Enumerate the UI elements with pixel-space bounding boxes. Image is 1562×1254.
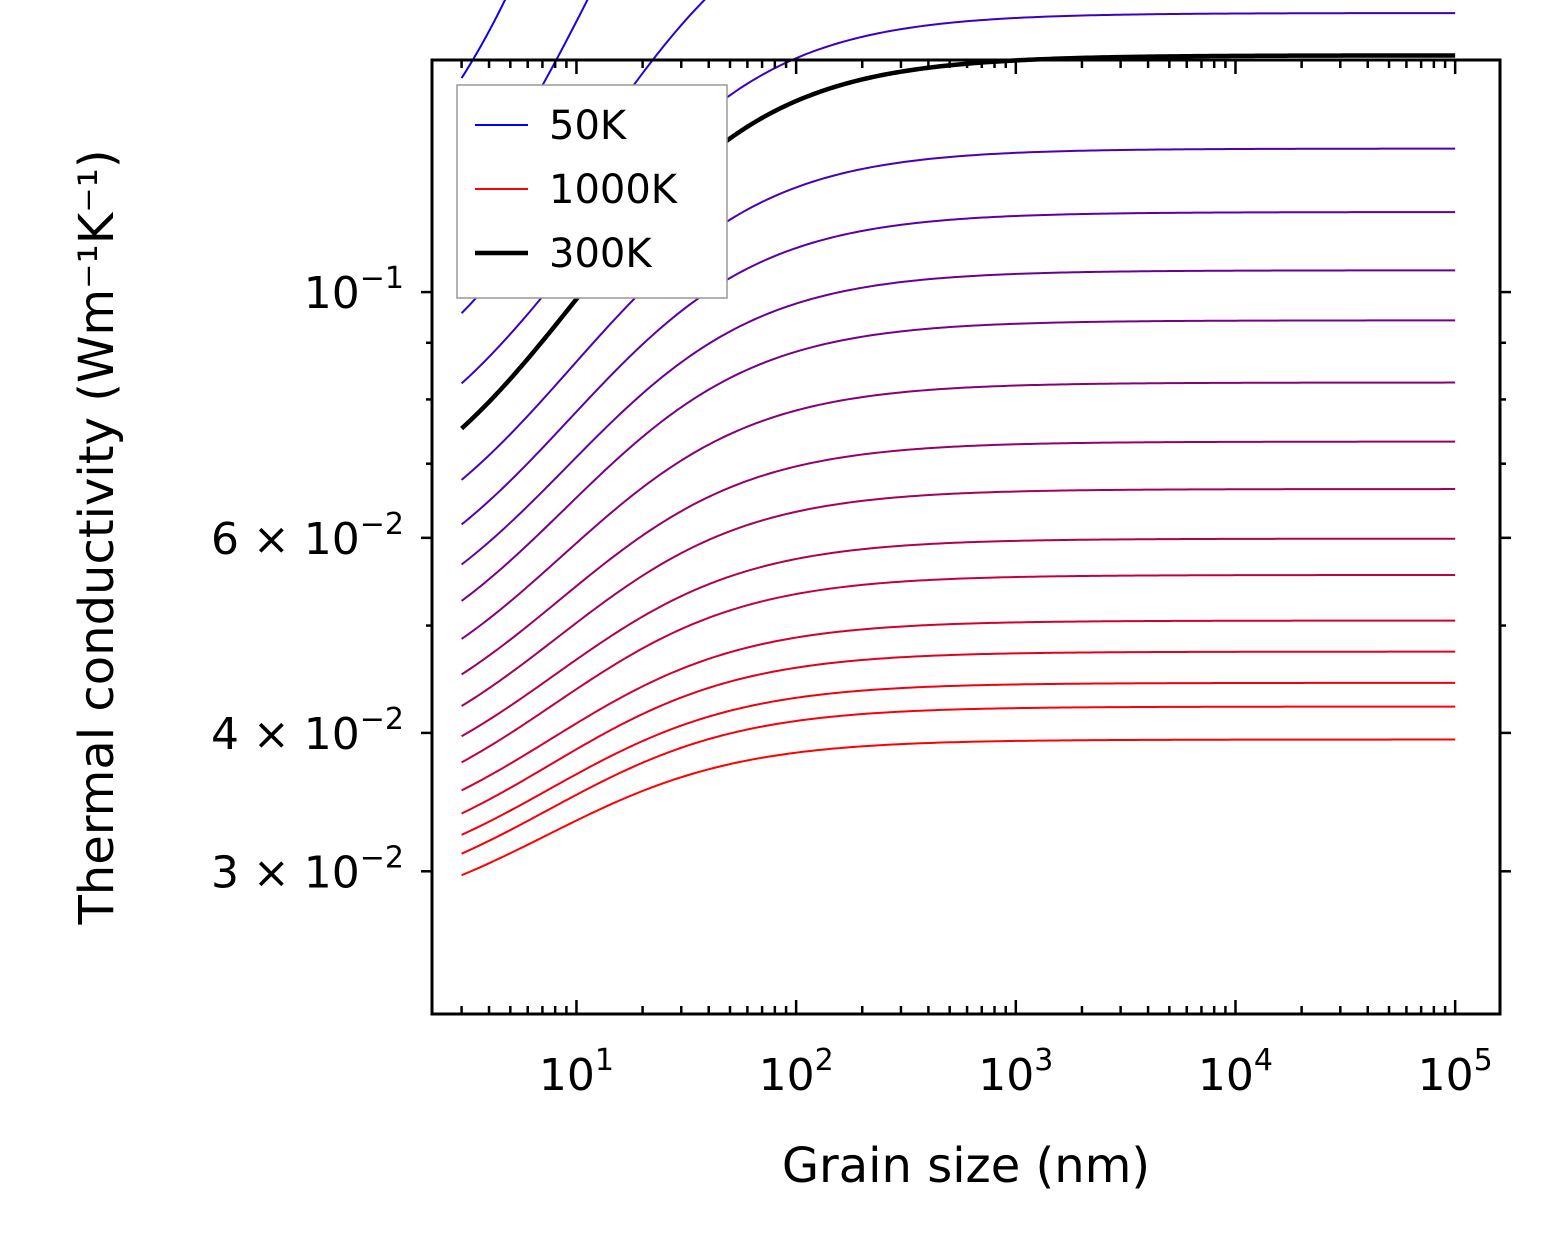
x-tick-label: 103	[978, 1043, 1053, 1101]
y-axis-title: Thermal conductivity (Wm⁻¹K⁻¹)	[69, 149, 125, 925]
legend-label-300K: 300K	[549, 231, 653, 277]
y-tick-label: 3 × 10−2	[211, 840, 404, 898]
series-line-700K	[461, 537, 1456, 738]
x-tick-label-exponent: 2	[815, 1043, 834, 1078]
y-tick-label-base: 6 × 10	[211, 514, 360, 565]
series-line-400K	[460, 211, 1456, 526]
x-tick-label-exponent: 4	[1254, 1043, 1273, 1078]
series-line-500K	[460, 319, 1456, 602]
legend: 50K 1000K 300K	[456, 84, 728, 299]
x-tick-label: 104	[1198, 1043, 1273, 1101]
y-tick-label-base: 4 × 10	[211, 709, 360, 760]
x-tick-label-base: 10	[1198, 1050, 1254, 1101]
legend-label-50K: 50K	[549, 103, 628, 149]
x-tick-label-base: 10	[1418, 1050, 1474, 1101]
series-line-950K	[461, 705, 1456, 855]
y-tick-label: 10−1	[304, 261, 404, 319]
x-tick-label: 102	[759, 1043, 834, 1101]
series-line-600K	[461, 440, 1456, 676]
x-tick-label: 105	[1418, 1043, 1493, 1101]
y-tick-label-exponent: −2	[360, 840, 404, 875]
series-line-900K	[461, 681, 1456, 836]
x-tick-label-base: 10	[978, 1050, 1034, 1101]
x-tick-label-exponent: 5	[1474, 1043, 1493, 1078]
y-tick-label-base: 3 × 10	[211, 847, 360, 898]
y-tick-label: 6 × 10−2	[211, 507, 404, 565]
x-tick-label: 101	[539, 1043, 614, 1101]
series-line-650K	[461, 488, 1456, 707]
x-tick-label-base: 10	[539, 1050, 595, 1101]
series-line-800K	[461, 619, 1456, 792]
y-tick-label: 4 × 10−2	[211, 702, 404, 760]
y-tick-label-exponent: −2	[360, 507, 404, 542]
plot-frame	[430, 58, 1502, 1016]
x-tick-label-exponent: 1	[595, 1043, 614, 1078]
series-line-350K	[460, 147, 1456, 481]
series-line-850K	[461, 650, 1456, 815]
legend-box	[456, 84, 728, 299]
x-axis-title: Grain size (nm)	[782, 1138, 1150, 1194]
x-tick-label-base: 10	[759, 1050, 815, 1101]
legend-label-1000K: 1000K	[549, 167, 679, 213]
series-line-450K	[460, 269, 1456, 566]
y-tick-label-exponent: −2	[360, 702, 404, 737]
y-tick-label-base: 10	[304, 268, 360, 319]
series-line-1000K	[461, 738, 1456, 877]
y-tick-label-exponent: −1	[360, 261, 404, 296]
series-line-550K	[461, 381, 1456, 640]
series-line-750K	[461, 574, 1456, 764]
x-tick-label-exponent: 3	[1034, 1043, 1053, 1078]
